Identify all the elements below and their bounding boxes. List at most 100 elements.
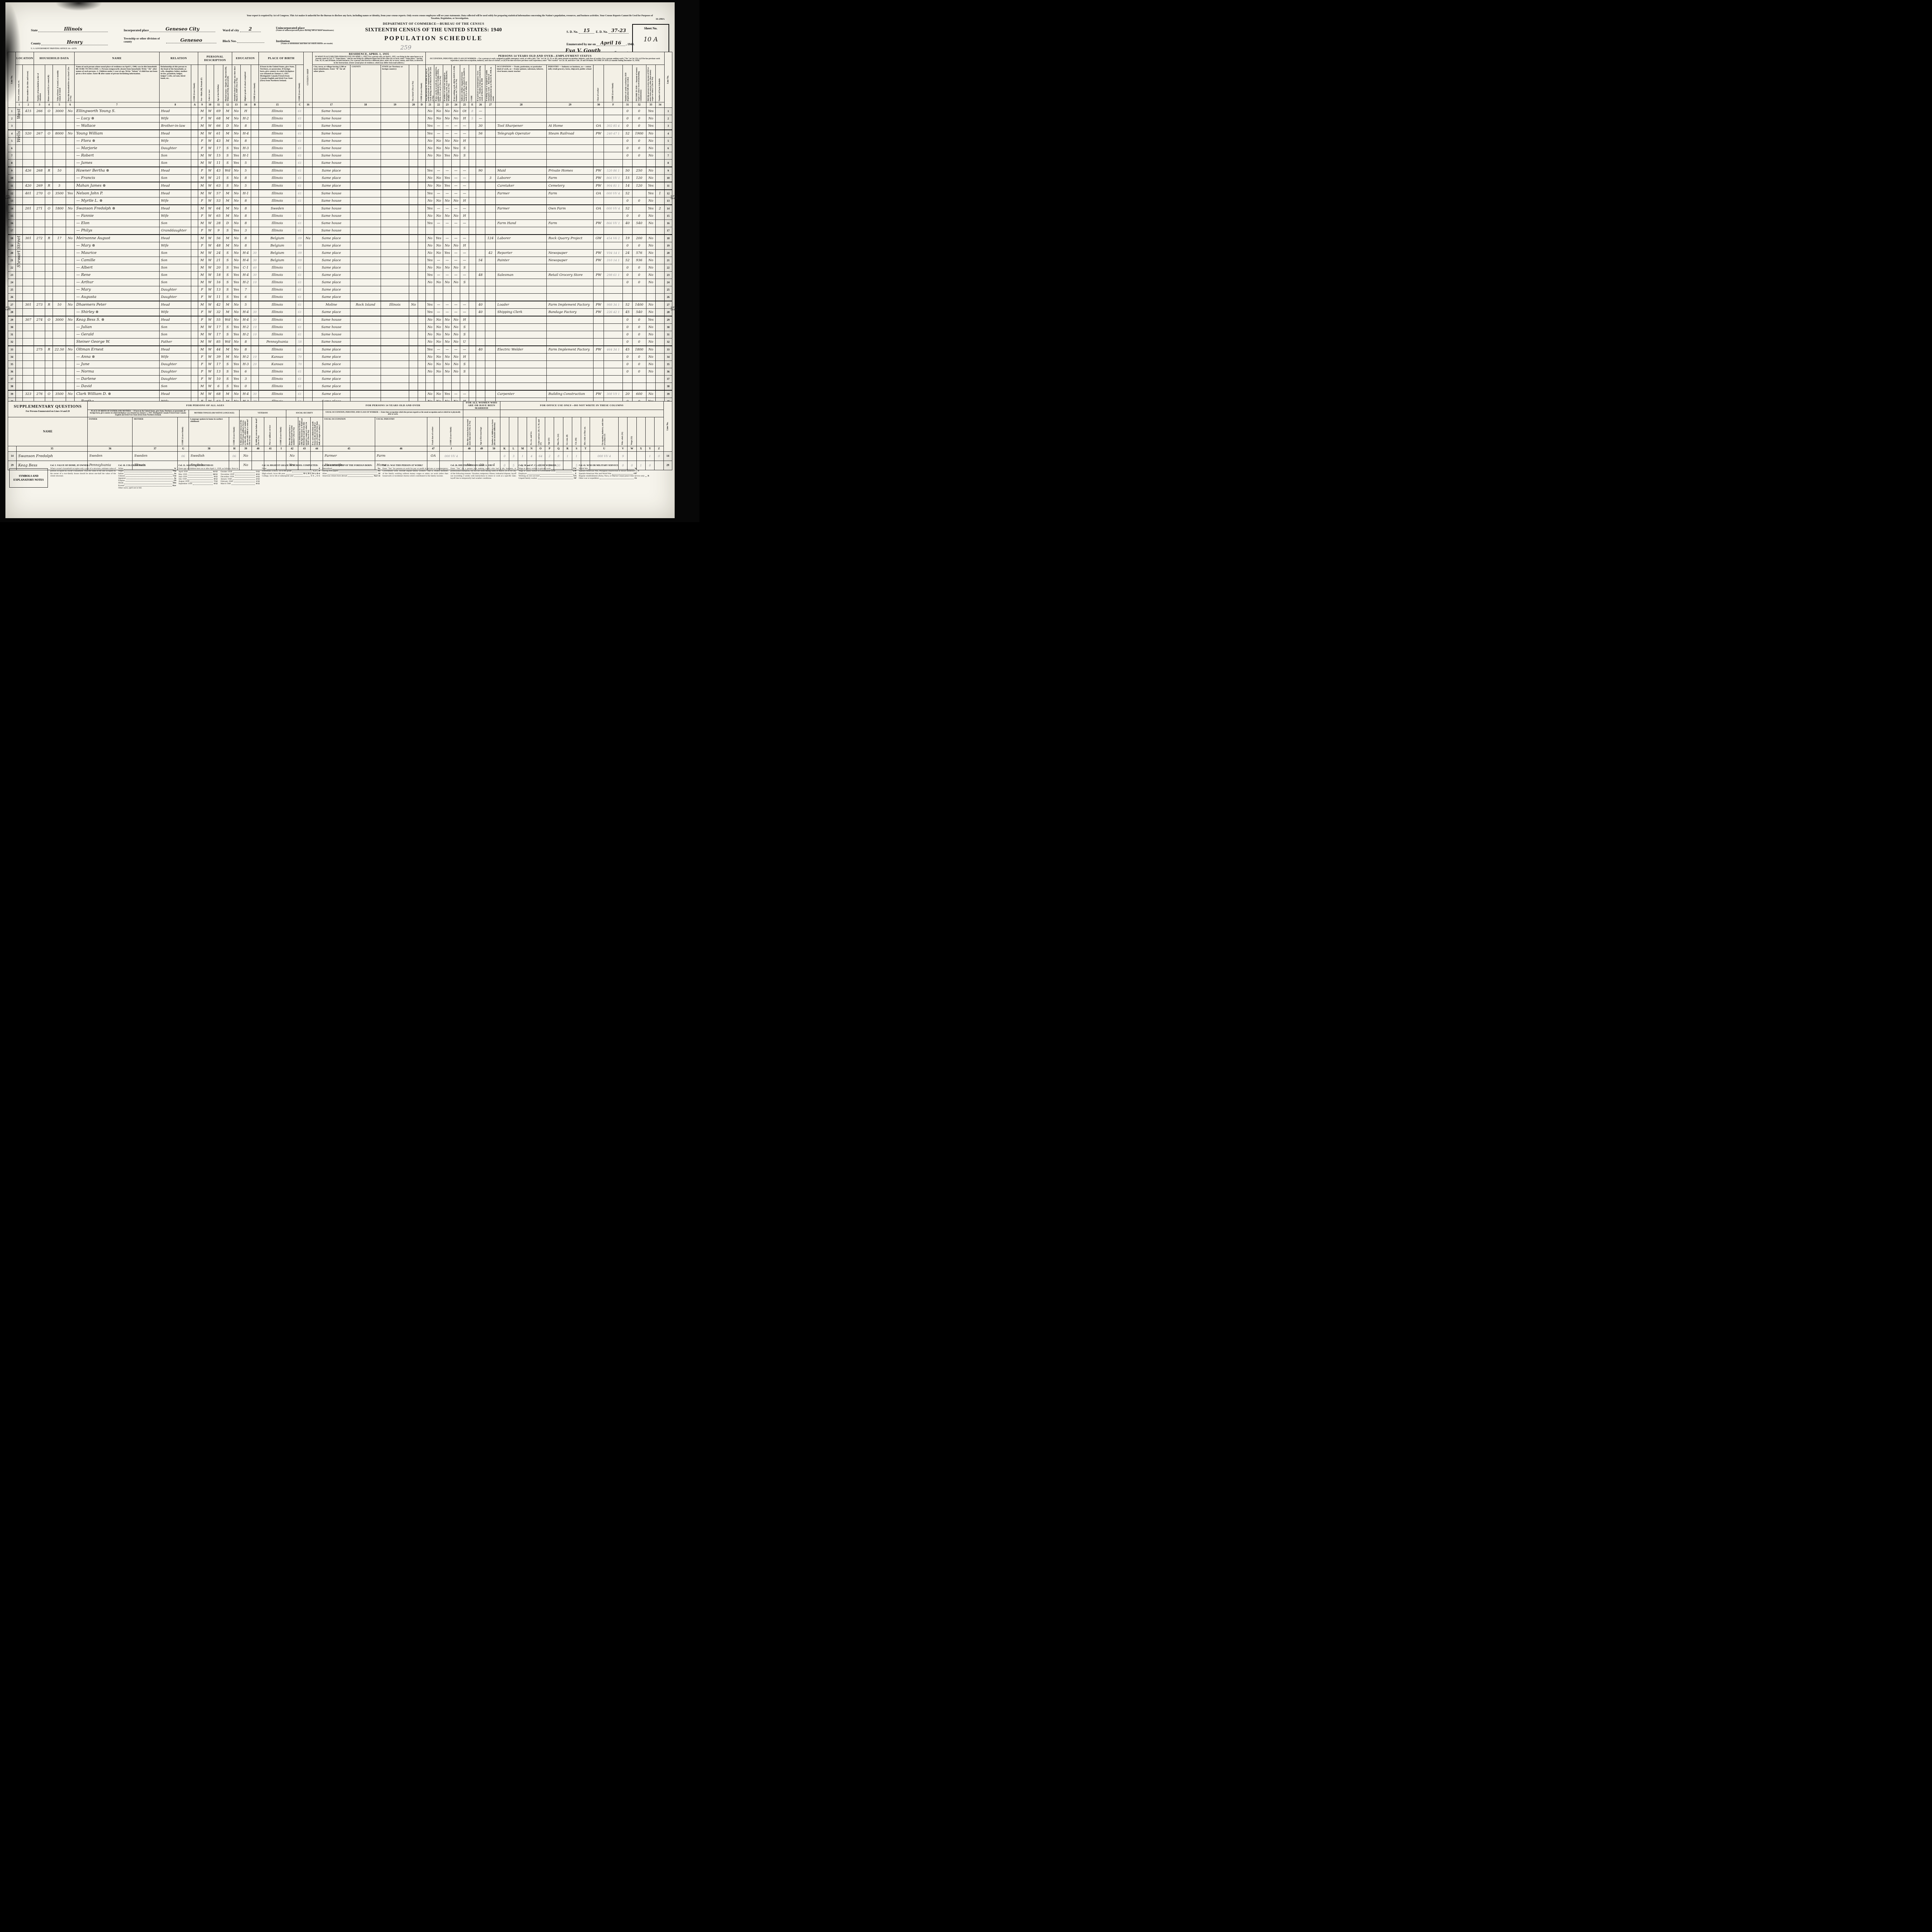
note-8: Cols. 30 and 47. CLASS OF WORKER: Wage or… [519, 464, 577, 480]
cell-24-17: Same place [312, 278, 351, 286]
line-number-left: 1 [7, 107, 16, 115]
supp-num-S: S [571, 446, 582, 452]
cell-35-29 [546, 360, 594, 368]
cell-21-5 [53, 256, 66, 264]
cell-1-30 [593, 107, 604, 115]
cell-13-1 [15, 197, 23, 205]
supp-cell-14-36: Sweden [87, 451, 133, 461]
cell-1-26: — [475, 107, 486, 115]
cell-20-32: 576 [632, 249, 646, 257]
cell-24-30 [593, 278, 604, 286]
cell-7-25: S [460, 151, 469, 160]
cell-4-E [468, 129, 476, 138]
supp-num-40: 40 [252, 446, 265, 452]
note-title: Col. 41. WAR OR MILITARY SERVICE: [579, 464, 619, 467]
cell-18-31: 19 [622, 234, 633, 242]
cell-6-14: H-3 [240, 144, 251, 152]
cell-23-18 [350, 271, 381, 279]
cell-33-30: PW [593, 345, 604, 354]
cell-36-14: 6 [240, 367, 251, 376]
cell-36-22: No [434, 367, 443, 376]
cell-21-28: Painter [495, 256, 547, 264]
col-num-21: 21 [425, 102, 435, 108]
cell-10-D [417, 174, 426, 182]
cell-15-10: W [206, 212, 214, 220]
note-pair: April 1939 11/12 [179, 471, 218, 473]
supp-name-header: NAME [8, 417, 88, 446]
cell-15-E [468, 212, 476, 220]
cell-21-34 [655, 256, 665, 264]
note-intro: Enter age of children born on or after A… [179, 468, 239, 470]
schedule-row-24: 24— Arthur Son M W 16 S Yes H-2 10 Illinois 61 Same… [7, 278, 673, 286]
line-number-right: 4 [664, 129, 673, 138]
supp-num-49: 49 [475, 446, 488, 452]
cell-25-34 [655, 286, 665, 294]
cell-36-13: Yes [231, 367, 241, 376]
ward-value: 2 [240, 26, 261, 32]
cell-17-8: Granddaughter [159, 226, 192, 235]
cell-20-26 [475, 249, 486, 257]
cell-19-22: No [434, 242, 443, 250]
line-number-right: 26 [664, 293, 673, 301]
cell-1-1: West [15, 107, 23, 119]
cell-19-C: 09 [296, 242, 304, 250]
cell-10-1 [15, 174, 23, 182]
note-pair: January 1940 2/12 [221, 478, 260, 481]
cell-11-34 [655, 182, 665, 190]
schedule-row-36: 36— Norma Daughter F W 13 S Yes 6 Illinois 61 Same… [7, 367, 673, 376]
supplementary-title: SUPPLEMENTARY QUESTIONS For Persons Enume… [8, 401, 88, 417]
cell-21-30: PW [593, 256, 604, 264]
cell-28-17: Same place [312, 308, 351, 316]
cell-10-17: Same place [312, 174, 351, 182]
cell-13-17: Same house [312, 197, 351, 205]
cell-15-14: 8 [240, 212, 251, 220]
cell-31-F [603, 330, 623, 338]
cell-33-C: 61 [296, 345, 304, 354]
cell-14-E [468, 204, 476, 213]
cell-35-15: Kansas [259, 360, 296, 368]
cell-2-12: M [223, 114, 232, 122]
cell-2-28 [495, 114, 547, 122]
line-number-right: 16 [664, 219, 673, 227]
cell-25-24 [451, 286, 461, 294]
cell-17-1 [15, 226, 23, 235]
supp-row-14: 14 Swanson Fredolph Sweden Sweden 06 Swedish 0… [7, 451, 673, 461]
cell-35-9: F [198, 360, 206, 368]
cell-25-13: Yes [231, 286, 241, 294]
cell-29-16 [303, 316, 313, 324]
cell-19-29 [546, 242, 594, 250]
supp-desc-N: Fa. res. and Sct. [527, 417, 536, 446]
cell-1-19 [380, 107, 410, 115]
cell-17-27 [485, 226, 496, 235]
ed-value: 37-23 [608, 28, 629, 34]
cell-3-C: 61 [296, 122, 304, 130]
col-num-12: 12 [223, 102, 232, 108]
cell-9-12: Wd [223, 167, 232, 175]
cell-7-12: S [223, 151, 232, 160]
cell-7-6 [65, 151, 75, 160]
cell-26-5 [53, 293, 66, 301]
cell-7-1 [15, 151, 23, 160]
cell-25-3 [34, 286, 46, 294]
cell-8-23 [442, 159, 452, 167]
cell-12-28: Farmer [495, 189, 547, 197]
cell-12-13: No [231, 189, 241, 197]
cell-8-13: Yes [231, 159, 241, 167]
supp-group-6 [500, 410, 664, 417]
cell-37-33 [646, 375, 656, 383]
cell-4-32: 1900 [632, 129, 646, 138]
cell-32-F [603, 338, 623, 346]
supp-cell-14-S: 1 [571, 451, 582, 461]
cell-34-C: 70 [296, 353, 304, 361]
scan-smudge [0, 2, 21, 103]
cell-18-24: — [451, 234, 461, 242]
cell-18-32: 200 [632, 234, 646, 242]
cell-14-31: 52 [622, 204, 633, 213]
cell-3-19 [380, 122, 410, 130]
cell-8-D [417, 159, 426, 167]
cell-23-8: Son [159, 271, 192, 279]
cell-16-11: 28 [213, 219, 224, 227]
cell-1-34 [655, 107, 665, 115]
cell-33-5: 22.50 [53, 345, 66, 354]
supp-line-right: 29 [663, 460, 673, 470]
